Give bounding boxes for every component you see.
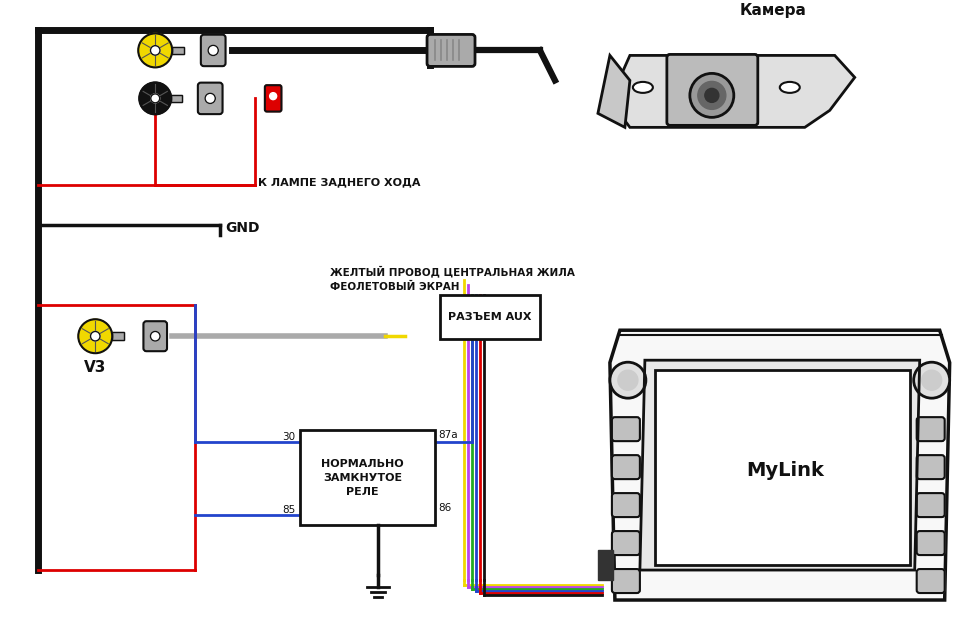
- Text: Камера: Камера: [740, 3, 806, 19]
- FancyBboxPatch shape: [917, 455, 945, 479]
- Circle shape: [922, 370, 942, 390]
- Circle shape: [139, 82, 171, 114]
- Circle shape: [205, 93, 215, 104]
- Circle shape: [914, 362, 949, 398]
- FancyBboxPatch shape: [143, 321, 167, 351]
- Polygon shape: [640, 360, 920, 570]
- FancyBboxPatch shape: [265, 85, 281, 112]
- Text: V3: V3: [84, 360, 107, 375]
- FancyBboxPatch shape: [612, 417, 640, 441]
- Text: GND: GND: [226, 221, 259, 235]
- Circle shape: [79, 320, 112, 353]
- FancyBboxPatch shape: [440, 295, 540, 339]
- Text: MyLink: MyLink: [746, 461, 824, 480]
- FancyBboxPatch shape: [917, 569, 945, 593]
- Circle shape: [690, 73, 733, 118]
- FancyBboxPatch shape: [612, 569, 640, 593]
- Text: 85: 85: [282, 505, 296, 515]
- Circle shape: [698, 81, 726, 109]
- Text: НОРМАЛЬНО
ЗАМКНУТОЕ
РЕЛЕ: НОРМАЛЬНО ЗАМКНУТОЕ РЕЛЕ: [322, 459, 404, 497]
- Polygon shape: [598, 56, 630, 127]
- Text: К ЛАМПЕ ЗАДНЕГО ХОДА: К ЛАМПЕ ЗАДНЕГО ХОДА: [258, 177, 420, 187]
- FancyBboxPatch shape: [300, 430, 435, 525]
- FancyBboxPatch shape: [667, 54, 757, 125]
- Ellipse shape: [633, 82, 653, 93]
- Circle shape: [138, 33, 172, 67]
- FancyBboxPatch shape: [112, 332, 124, 340]
- FancyBboxPatch shape: [198, 82, 223, 114]
- Circle shape: [618, 370, 637, 390]
- Text: ФЕОЛЕТОВЫЙ ЭКРАН: ФЕОЛЕТОВЫЙ ЭКРАН: [330, 282, 460, 292]
- FancyBboxPatch shape: [612, 455, 640, 479]
- FancyBboxPatch shape: [655, 370, 910, 565]
- FancyBboxPatch shape: [172, 47, 184, 54]
- FancyBboxPatch shape: [427, 35, 475, 66]
- Text: 30: 30: [282, 432, 296, 442]
- Circle shape: [208, 45, 218, 56]
- FancyBboxPatch shape: [917, 493, 945, 517]
- Circle shape: [151, 94, 159, 103]
- FancyBboxPatch shape: [612, 493, 640, 517]
- Text: 86: 86: [438, 503, 451, 513]
- Polygon shape: [610, 56, 854, 127]
- FancyBboxPatch shape: [612, 531, 640, 555]
- Circle shape: [151, 45, 160, 55]
- FancyBboxPatch shape: [917, 417, 945, 441]
- Circle shape: [270, 93, 276, 100]
- Text: 87а: 87а: [438, 430, 458, 440]
- Circle shape: [705, 88, 719, 102]
- Ellipse shape: [780, 82, 800, 93]
- FancyBboxPatch shape: [598, 550, 612, 580]
- Text: ЖЕЛТЫЙ ПРОВОД ЦЕНТРАЛЬНАЯ ЖИЛА: ЖЕЛТЫЙ ПРОВОД ЦЕНТРАЛЬНАЯ ЖИЛА: [330, 266, 575, 277]
- Text: РАЗЪЕМ AUX: РАЗЪЕМ AUX: [448, 312, 532, 322]
- Circle shape: [151, 332, 160, 341]
- Circle shape: [610, 362, 646, 398]
- FancyBboxPatch shape: [917, 531, 945, 555]
- FancyBboxPatch shape: [201, 35, 226, 66]
- Circle shape: [90, 332, 100, 341]
- FancyBboxPatch shape: [171, 95, 182, 102]
- Polygon shape: [610, 330, 949, 600]
